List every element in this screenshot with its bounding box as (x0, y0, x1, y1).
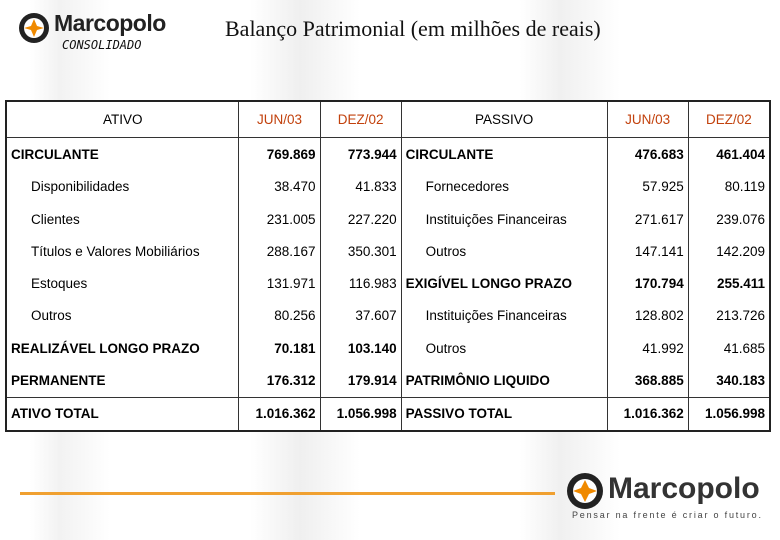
label-cell: Outros (5, 299, 240, 333)
value-cell: 1.056.998 (319, 396, 402, 431)
table-row: Outros 80.256 37.607 Instituições Financeir… (5, 299, 771, 333)
value-cell: 70.181 (238, 332, 321, 365)
slide-title: Balanço Patrimonial (em milhões de reais… (225, 16, 601, 41)
label-cell: Instituições Financeiras (400, 299, 608, 333)
footer-logo-text: Marcopolo (608, 472, 760, 505)
column-header: DEZ/02 (687, 101, 771, 139)
value-cell: 1.056.998 (687, 396, 771, 431)
footer-logo-icon (567, 473, 603, 509)
label-cell: Outros (400, 235, 608, 268)
value-cell: 57.925 (606, 170, 689, 203)
column-header: PASSIVO (400, 101, 608, 139)
value-cell: 368.885 (606, 364, 689, 398)
column-header: JUN/03 (238, 101, 321, 139)
label-cell: Fornecedores (400, 170, 608, 203)
label-cell: Estoques (5, 267, 240, 300)
label-cell: PASSIVO TOTAL (400, 396, 608, 431)
value-cell: 170.794 (606, 267, 689, 300)
table-row: CIRCULANTE 769.869 773.944 CIRCULANTE 476.68… (5, 137, 771, 171)
table-row: Disponibilidades 38.470 41.833 Fornecedores… (5, 170, 771, 203)
value-cell: 227.220 (319, 202, 402, 236)
label-cell: Disponibilidades (5, 170, 240, 203)
value-cell: 255.411 (687, 267, 771, 300)
value-cell: 350.301 (319, 235, 402, 268)
value-cell: 773.944 (319, 137, 402, 171)
value-cell: 116.983 (319, 267, 402, 300)
label-cell: PERMANENTE (5, 364, 240, 398)
footer-logo: Marcopolo Pensar na frente é criar o fut… (566, 470, 766, 530)
logo-icon (19, 13, 49, 43)
value-cell: 231.005 (238, 202, 321, 236)
table-row: Clientes 231.005 227.220 Instituições Finan… (5, 202, 771, 236)
label-cell: Títulos e Valores Mobiliários (5, 235, 240, 268)
value-cell: 38.470 (238, 170, 321, 203)
table-row: REALIZÁVEL LONGO PRAZO 70.181 103.140 Outro… (5, 332, 771, 365)
value-cell: 769.869 (238, 137, 321, 171)
label-cell: CIRCULANTE (5, 137, 240, 171)
value-cell: 80.256 (238, 299, 321, 333)
value-cell: 147.141 (606, 235, 689, 268)
value-cell: 271.617 (606, 202, 689, 236)
column-header: JUN/03 (606, 101, 689, 139)
value-cell: 128.802 (606, 299, 689, 333)
label-cell: Clientes (5, 202, 240, 236)
value-cell: 1.016.362 (238, 396, 321, 431)
value-cell: 41.992 (606, 332, 689, 365)
value-cell: 1.016.362 (606, 396, 689, 431)
table-row: Títulos e Valores Mobiliários 288.167 350.… (5, 235, 771, 268)
value-cell: 179.914 (319, 364, 402, 398)
value-cell: 41.833 (319, 170, 402, 203)
label-cell: REALIZÁVEL LONGO PRAZO (5, 332, 240, 365)
table-row: PERMANENTE 176.312 179.914 PATRIMÔNIO LIQUI… (5, 364, 771, 398)
value-cell: 131.971 (238, 267, 321, 300)
value-cell: 142.209 (687, 235, 771, 268)
tagline: Pensar na frente é criar o futuro. (572, 510, 763, 520)
value-cell: 461.404 (687, 137, 771, 171)
label-cell: ATIVO TOTAL (5, 396, 240, 431)
value-cell: 176.312 (238, 364, 321, 398)
column-header: DEZ/02 (319, 101, 402, 139)
value-cell: 37.607 (319, 299, 402, 333)
column-header: ATIVO (5, 101, 240, 139)
total-row: ATIVO TOTAL 1.016.362 1.056.998 PASSIVO TOT… (5, 396, 771, 431)
value-cell: 288.167 (238, 235, 321, 268)
value-cell: 476.683 (606, 137, 689, 171)
logo-subtitle: CONSOLIDADO (62, 38, 142, 52)
table-row: Estoques 131.971 116.983 EXIGÍVEL LONGO PRA… (5, 267, 771, 300)
value-cell: 213.726 (687, 299, 771, 333)
logo-text: Marcopolo (54, 10, 166, 36)
value-cell: 239.076 (687, 202, 771, 236)
divider (20, 492, 555, 495)
label-cell: PATRIMÔNIO LIQUIDO (400, 364, 608, 398)
label-cell: EXIGÍVEL LONGO PRAZO (400, 267, 608, 300)
value-cell: 103.140 (319, 332, 402, 365)
label-cell: Outros (400, 332, 608, 365)
value-cell: 80.119 (687, 170, 771, 203)
value-cell: 41.685 (687, 332, 771, 365)
header-row: ATIVO JUN/03 DEZ/02 PASSIVO JUN/03 DEZ/02 (5, 101, 771, 139)
value-cell: 340.183 (687, 364, 771, 398)
label-cell: CIRCULANTE (400, 137, 608, 171)
balance-table: ATIVO JUN/03 DEZ/02 PASSIVO JUN/03 DEZ/02 CIRC… (5, 100, 771, 432)
logo: Marcopolo CONSOLIDADO (18, 10, 188, 60)
label-cell: Instituições Financeiras (400, 202, 608, 236)
